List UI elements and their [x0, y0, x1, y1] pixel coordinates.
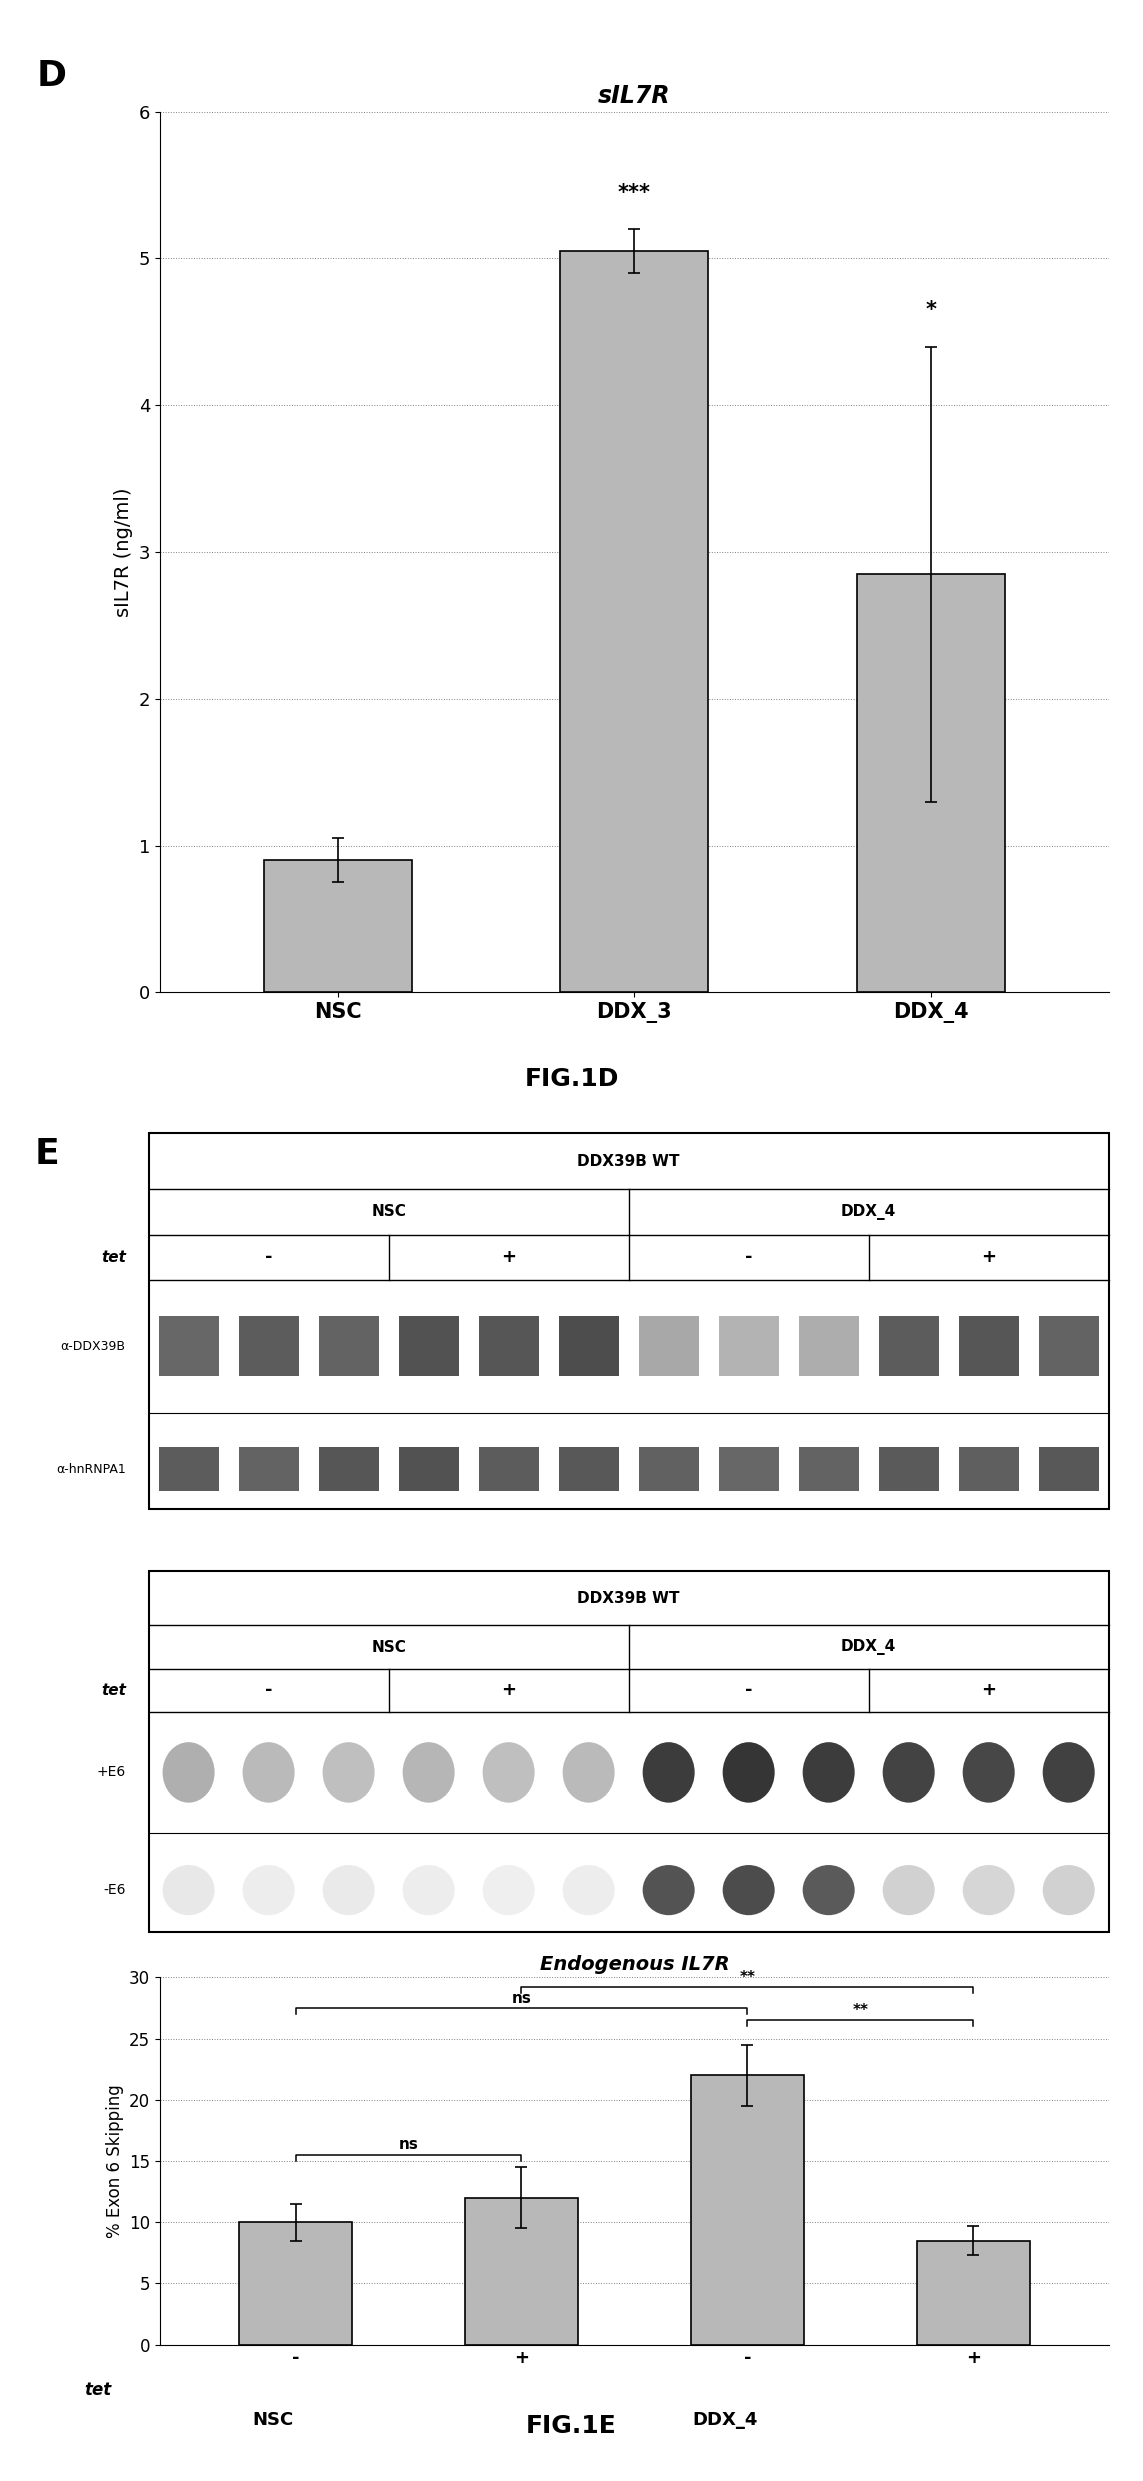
Text: NSC: NSC — [253, 2412, 294, 2429]
Text: -: - — [745, 1682, 752, 1699]
Title: sIL7R: sIL7R — [598, 84, 671, 109]
Ellipse shape — [722, 1742, 775, 1804]
Ellipse shape — [962, 1742, 1015, 1804]
Ellipse shape — [802, 1742, 855, 1804]
Text: NSC: NSC — [371, 1203, 406, 1221]
Ellipse shape — [402, 1742, 455, 1804]
Ellipse shape — [642, 1742, 695, 1804]
Bar — [959, 1317, 1018, 1377]
Ellipse shape — [882, 1742, 935, 1804]
Bar — [719, 1446, 778, 1491]
Bar — [639, 1317, 698, 1377]
Bar — [879, 1317, 938, 1377]
Text: D: D — [37, 60, 66, 92]
Text: ns: ns — [399, 2139, 418, 2154]
Bar — [879, 1446, 938, 1491]
Ellipse shape — [242, 1742, 295, 1804]
Bar — [239, 1446, 298, 1491]
Bar — [399, 1446, 458, 1491]
Text: -E6: -E6 — [103, 1883, 126, 1898]
Bar — [159, 1446, 218, 1491]
Ellipse shape — [1042, 1742, 1095, 1804]
Text: tet: tet — [101, 1682, 126, 1697]
Bar — [239, 2223, 352, 2345]
Text: DDX_4: DDX_4 — [692, 2412, 758, 2429]
Bar — [159, 1317, 218, 1377]
Text: E: E — [34, 1136, 59, 1171]
Text: *: * — [926, 300, 936, 320]
Bar — [465, 2198, 578, 2345]
Text: α-DDX39B: α-DDX39B — [61, 1340, 126, 1352]
Bar — [690, 2074, 804, 2345]
Ellipse shape — [562, 1742, 615, 1804]
Bar — [319, 1317, 378, 1377]
Text: **: ** — [853, 2002, 869, 2017]
Ellipse shape — [242, 1866, 295, 1915]
Bar — [559, 1446, 618, 1491]
Ellipse shape — [562, 1866, 615, 1915]
Text: +: + — [501, 1248, 517, 1265]
Text: α-hnRNPA1: α-hnRNPA1 — [56, 1464, 126, 1476]
Text: tet: tet — [85, 2382, 111, 2399]
Text: -: - — [265, 1682, 272, 1699]
Text: tet: tet — [101, 1250, 126, 1265]
Bar — [639, 1446, 698, 1491]
Text: DDX_4: DDX_4 — [841, 1203, 896, 1221]
Bar — [1039, 1317, 1098, 1377]
Text: DDX39B WT: DDX39B WT — [577, 1154, 680, 1169]
Text: FIG.1D: FIG.1D — [525, 1067, 618, 1092]
Title: Endogenous IL7R: Endogenous IL7R — [539, 1955, 729, 1975]
Ellipse shape — [1042, 1866, 1095, 1915]
Ellipse shape — [482, 1742, 535, 1804]
Text: -: - — [265, 1248, 272, 1265]
Bar — [917, 2240, 1030, 2345]
Ellipse shape — [642, 1866, 695, 1915]
Bar — [479, 1317, 538, 1377]
Y-axis label: sIL7R (ng/ml): sIL7R (ng/ml) — [114, 486, 134, 618]
Text: ***: *** — [618, 184, 650, 203]
Text: +: + — [981, 1682, 997, 1699]
Bar — [149, 1134, 1109, 1508]
Bar — [559, 1317, 618, 1377]
Bar — [479, 1446, 538, 1491]
Ellipse shape — [802, 1866, 855, 1915]
Bar — [1039, 1446, 1098, 1491]
Bar — [560, 251, 709, 992]
Ellipse shape — [162, 1866, 215, 1915]
Text: DDX39B WT: DDX39B WT — [577, 1590, 680, 1605]
Bar — [149, 1570, 1109, 1933]
Text: **: ** — [740, 1970, 756, 1985]
Bar — [239, 1317, 298, 1377]
Text: ns: ns — [511, 1990, 531, 2005]
Text: +: + — [981, 1248, 997, 1265]
Text: -: - — [745, 1248, 752, 1265]
Text: DDX_4: DDX_4 — [841, 1640, 896, 1655]
Bar — [399, 1317, 458, 1377]
Ellipse shape — [882, 1866, 935, 1915]
Ellipse shape — [482, 1866, 535, 1915]
Text: +E6: +E6 — [96, 1766, 126, 1779]
Bar — [799, 1446, 858, 1491]
Text: +: + — [501, 1682, 517, 1699]
Ellipse shape — [162, 1742, 215, 1804]
Ellipse shape — [962, 1866, 1015, 1915]
Bar — [319, 1446, 378, 1491]
Text: FIG.1E: FIG.1E — [526, 2414, 617, 2439]
Ellipse shape — [402, 1866, 455, 1915]
Y-axis label: % Exon 6 Skipping: % Exon 6 Skipping — [105, 2084, 123, 2238]
Bar — [264, 861, 411, 992]
Text: NSC: NSC — [371, 1640, 406, 1655]
Bar — [857, 573, 1005, 992]
Ellipse shape — [722, 1866, 775, 1915]
Ellipse shape — [322, 1866, 375, 1915]
Bar — [959, 1446, 1018, 1491]
Ellipse shape — [322, 1742, 375, 1804]
Bar — [719, 1317, 778, 1377]
Bar — [799, 1317, 858, 1377]
